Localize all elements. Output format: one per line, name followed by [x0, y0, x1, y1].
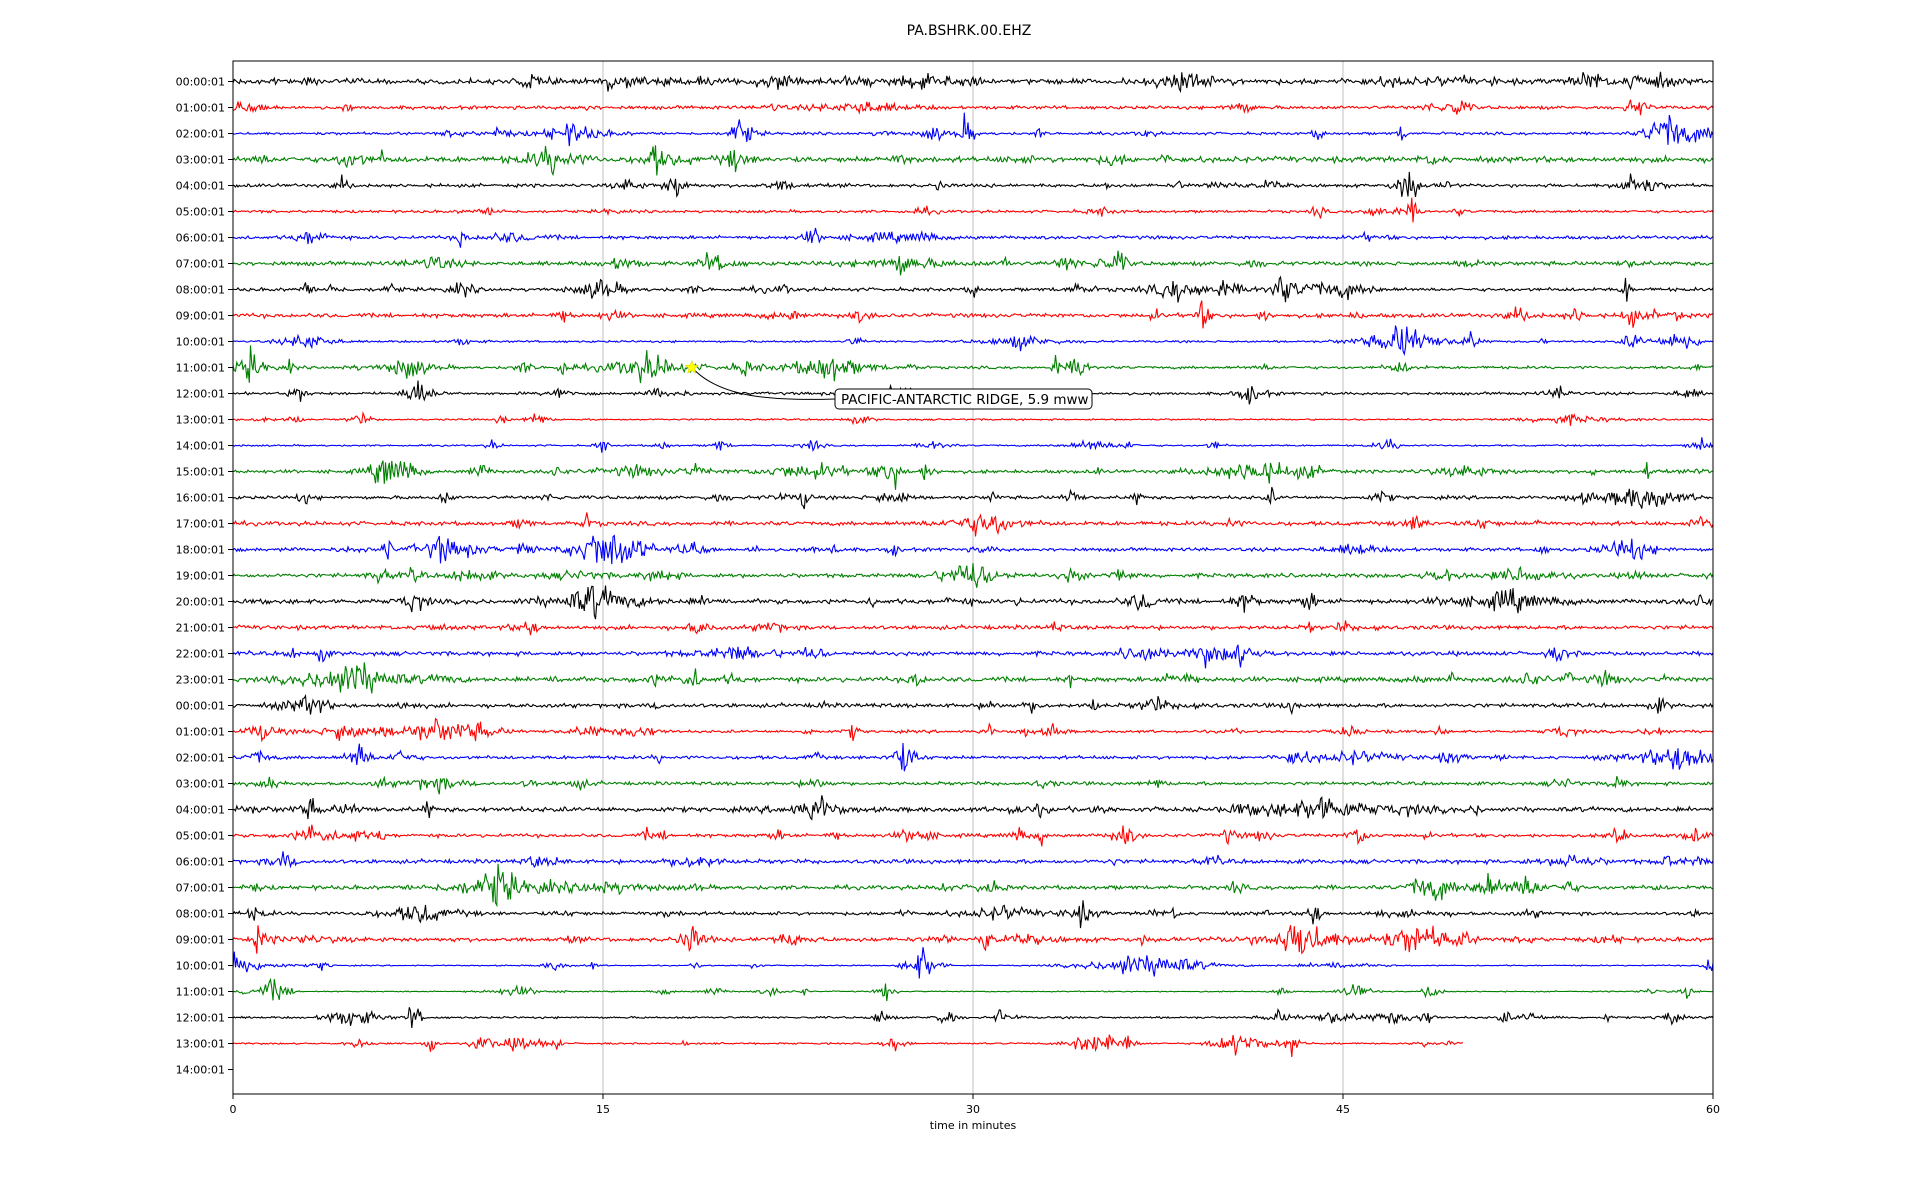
- annotation-box: [834, 388, 1093, 410]
- hour-label: 06:00:01: [176, 856, 225, 869]
- hour-label: 21:00:01: [176, 622, 225, 635]
- trace-hour-11: [232, 345, 1714, 384]
- trace-hour-31: [232, 863, 1713, 908]
- hour-label: 11:00:01: [176, 986, 225, 999]
- event-star-marker: [684, 359, 700, 374]
- trace-hour-33: [232, 925, 1714, 955]
- hour-label: 20:00:01: [176, 596, 225, 609]
- trace-hour-17: [232, 512, 1714, 537]
- trace-hour-34: [232, 947, 1714, 979]
- hour-label: 04:00:01: [176, 180, 225, 193]
- x-axis-ticks: 0 15 30 45 60: [230, 1094, 1720, 1116]
- trace-hour-37: [232, 1034, 1464, 1057]
- trace-hour-24: [232, 693, 1714, 716]
- hour-label: 02:00:01: [176, 752, 225, 765]
- trace-hour-9: [232, 300, 1714, 329]
- trace-hour-13: [232, 410, 1714, 426]
- hour-labels: 00:00:01 01:00:01 02:00:01 03:00:01 04:00:01…: [176, 76, 233, 1077]
- trace-hour-23: [232, 662, 1714, 694]
- trace-hour-32: [232, 900, 1714, 929]
- trace-hour-14: [232, 437, 1714, 453]
- trace-hour-16: [232, 487, 1714, 510]
- hour-label: 06:00:01: [176, 232, 225, 245]
- trace-hour-29: [233, 824, 1714, 847]
- hour-label: 03:00:01: [176, 778, 225, 791]
- hour-label: 10:00:01: [176, 336, 225, 349]
- x-tick-label: 60: [1706, 1103, 1720, 1116]
- hour-label: 05:00:01: [176, 206, 225, 219]
- hour-label: 04:00:01: [176, 804, 225, 817]
- hour-label: 00:00:01: [176, 76, 225, 89]
- x-tick-label: 30: [966, 1103, 980, 1116]
- hour-label: 13:00:01: [176, 1038, 225, 1051]
- trace-hour-10: [232, 325, 1714, 357]
- hour-label: 13:00:01: [176, 414, 225, 427]
- hour-label: 09:00:01: [176, 310, 225, 323]
- trace-hour-4: [232, 171, 1714, 198]
- hour-label: 05:00:01: [176, 830, 225, 843]
- trace-hour-5: [232, 197, 1714, 223]
- hour-label: 01:00:01: [176, 102, 225, 115]
- trace-hour-1: [232, 99, 1714, 116]
- trace-hour-15: [232, 460, 1714, 490]
- hour-label: 19:00:01: [176, 570, 225, 583]
- trace-hour-35: [232, 977, 1714, 1002]
- hour-label: 14:00:01: [176, 1064, 225, 1077]
- hour-label: 17:00:01: [176, 518, 225, 531]
- trace-hour-7: [232, 250, 1714, 276]
- trace-hour-20: [232, 585, 1714, 620]
- trace-hour-28: [232, 795, 1714, 821]
- trace-hour-25: [232, 717, 1714, 743]
- trace-hour-6: [232, 227, 1714, 248]
- hour-label: 07:00:01: [176, 882, 225, 895]
- x-tick-label: 0: [230, 1103, 237, 1116]
- seismic-traces: [232, 71, 1714, 1057]
- hour-label: 14:00:01: [176, 440, 225, 453]
- trace-hour-30: [232, 851, 1714, 869]
- hour-label: 01:00:01: [176, 726, 225, 739]
- hour-label: 08:00:01: [176, 908, 225, 921]
- hour-label: 16:00:01: [176, 492, 225, 505]
- x-tick-label: 15: [596, 1103, 610, 1116]
- trace-hour-21: [232, 620, 1714, 636]
- annotation-connector: [693, 369, 836, 400]
- hour-label: 18:00:01: [176, 544, 225, 557]
- hour-label: 11:00:01: [176, 362, 225, 375]
- hour-label: 08:00:01: [176, 284, 225, 297]
- trace-hour-8: [232, 275, 1714, 303]
- trace-hour-27: [232, 775, 1714, 795]
- hour-label: 23:00:01: [176, 674, 225, 687]
- hour-label: 00:00:01: [176, 700, 225, 713]
- hour-label: 02:00:01: [176, 128, 225, 141]
- hour-label: 12:00:01: [176, 388, 225, 401]
- x-tick-label: 45: [1336, 1103, 1350, 1116]
- event-annotation: PACIFIC-ANTARCTIC RIDGE, 5.9 mww: [684, 359, 1093, 410]
- hour-label: 15:00:01: [176, 466, 225, 479]
- trace-hour-19: [232, 563, 1714, 588]
- trace-hour-2: [232, 112, 1714, 147]
- trace-hour-22: [232, 644, 1714, 669]
- trace-hour-0: [232, 71, 1714, 94]
- trace-hour-3: [232, 145, 1714, 177]
- annotation-text: PACIFIC-ANTARCTIC RIDGE, 5.9 mww: [841, 392, 1089, 408]
- x-axis-label: time in minutes: [930, 1119, 1017, 1132]
- hour-label: 10:00:01: [176, 960, 225, 973]
- trace-hour-26: [232, 742, 1714, 772]
- hour-label: 22:00:01: [176, 648, 225, 661]
- hour-label: 09:00:01: [176, 934, 225, 947]
- hour-label: 03:00:01: [176, 154, 225, 167]
- vertical-gridlines: [602, 61, 1344, 1094]
- chart-title: PA.BSHRK.00.EHZ: [907, 23, 1032, 39]
- hour-label: 07:00:01: [176, 258, 225, 271]
- trace-hour-36: [232, 1007, 1714, 1029]
- trace-hour-18: [232, 534, 1714, 565]
- hour-label: 12:00:01: [176, 1012, 225, 1025]
